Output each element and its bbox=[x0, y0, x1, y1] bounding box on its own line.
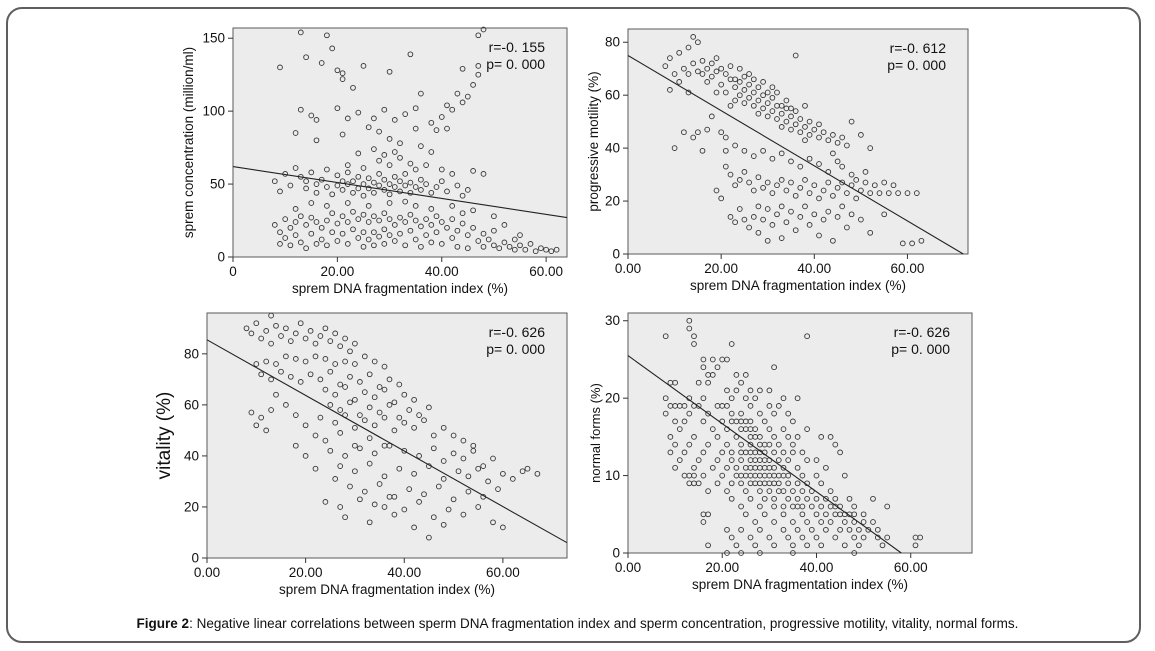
annotation-line: p= 0. 000 bbox=[887, 57, 946, 73]
y-tick-label: 150 bbox=[202, 31, 225, 46]
y-tick-label: 30 bbox=[605, 313, 620, 328]
plot-area bbox=[232, 27, 568, 258]
y-tick-label: 100 bbox=[202, 104, 225, 119]
y-tick-label: 0 bbox=[612, 247, 620, 262]
scatter-points bbox=[662, 317, 924, 556]
y-axis-label: progressive motility (%) bbox=[586, 71, 601, 211]
x-axis: 0.00 20.00 40.00 60.00 bbox=[194, 558, 520, 580]
regression-line bbox=[206, 339, 568, 544]
scatter-points bbox=[271, 26, 560, 255]
y-tick-label: 80 bbox=[184, 346, 199, 361]
x-axis-label: sprem DNA fragmentation index (%) bbox=[690, 278, 906, 293]
scatter-points bbox=[662, 34, 925, 247]
y-axis-label: normal forms (%) bbox=[588, 383, 603, 483]
y-axis-label: sprem concentration (million/ml) bbox=[181, 47, 196, 238]
annotation-line: p= 0. 000 bbox=[486, 341, 545, 357]
annotation-line: r=-0. 626 bbox=[489, 324, 546, 340]
y-tick-label: 80 bbox=[605, 35, 620, 50]
x-tick-label: 20.00 bbox=[289, 565, 323, 580]
x-tick-label: 40.00 bbox=[425, 264, 459, 279]
y-axis: 0 20 40 60 80 bbox=[605, 35, 628, 262]
y-tick-label: 40 bbox=[184, 448, 199, 463]
annotation-line: r=-0. 155 bbox=[489, 39, 546, 55]
y-tick-label: 50 bbox=[210, 177, 225, 192]
x-axis: 0.00 20.00 40.00 60.00 bbox=[615, 553, 928, 575]
y-axis: 0 10 20 30 bbox=[605, 313, 628, 561]
x-tick-label: 40.00 bbox=[797, 261, 831, 276]
x-tick-label: 20.00 bbox=[704, 261, 738, 276]
x-axis: 0.00 20.00 40.00 60.00 bbox=[615, 254, 924, 276]
x-axis-label: sprem DNA fragmentation index (%) bbox=[279, 582, 495, 597]
annotation-line: p= 0. 000 bbox=[891, 341, 950, 357]
x-tick-label: 0.00 bbox=[615, 261, 641, 276]
y-axis: 0 50 100 150 bbox=[202, 31, 233, 265]
annotation-line: p= 0. 000 bbox=[486, 56, 545, 72]
y-tick-label: 20 bbox=[605, 391, 620, 406]
figure-caption: Figure 2: Negative linear correlations b… bbox=[0, 616, 1155, 631]
annotation-line: r=-0. 612 bbox=[890, 40, 947, 56]
y-tick-label: 20 bbox=[605, 194, 620, 209]
x-tick-label: 60.00 bbox=[486, 565, 520, 580]
y-axis: 0 20 40 60 80 bbox=[184, 346, 207, 566]
y-tick-label: 10 bbox=[605, 468, 620, 483]
x-tick-label: 0 bbox=[229, 264, 237, 279]
x-tick-label: 40.00 bbox=[387, 565, 421, 580]
plot-vitality: 0.00 20.00 40.00 60.00 0 20 40 60 80 r=-0. 626p= … bbox=[154, 312, 568, 597]
x-axis: 0 20.00 40.00 60.00 bbox=[229, 257, 563, 279]
plot-area bbox=[206, 312, 568, 559]
scatter-points bbox=[243, 312, 541, 541]
y-tick-label: 60 bbox=[605, 88, 620, 103]
plot-progressive-motility: 0.00 20.00 40.00 60.00 0 20 40 60 80 r=-0. 612p= … bbox=[586, 28, 969, 293]
x-axis-label: sprem DNA fragmentation index (%) bbox=[692, 577, 908, 592]
regression-line bbox=[627, 55, 964, 255]
figure-caption-text: : Negative linear correlations between s… bbox=[189, 616, 1019, 631]
y-tick-label: 60 bbox=[184, 397, 199, 412]
annotation-line: r=-0. 626 bbox=[894, 324, 951, 340]
y-axis-label: vitality (%) bbox=[154, 392, 175, 480]
x-tick-label: 0.00 bbox=[615, 560, 641, 575]
y-tick-label: 40 bbox=[605, 141, 620, 156]
x-tick-label: 60.00 bbox=[891, 261, 925, 276]
x-tick-label: 20.00 bbox=[320, 264, 354, 279]
x-tick-label: 20.00 bbox=[705, 560, 739, 575]
regression-line bbox=[232, 166, 568, 219]
regression-line bbox=[627, 355, 902, 554]
x-tick-label: 40.00 bbox=[800, 560, 834, 575]
x-tick-label: 0.00 bbox=[194, 565, 220, 580]
y-tick-label: 0 bbox=[191, 551, 199, 566]
x-tick-label: 60.00 bbox=[529, 264, 563, 279]
x-axis-label: sprem DNA fragmentation index (%) bbox=[292, 281, 508, 296]
x-tick-label: 60.00 bbox=[894, 560, 928, 575]
y-tick-label: 0 bbox=[612, 546, 620, 561]
figure-caption-label: Figure 2 bbox=[136, 616, 190, 631]
y-tick-label: 0 bbox=[217, 250, 225, 265]
y-tick-label: 20 bbox=[184, 499, 199, 514]
